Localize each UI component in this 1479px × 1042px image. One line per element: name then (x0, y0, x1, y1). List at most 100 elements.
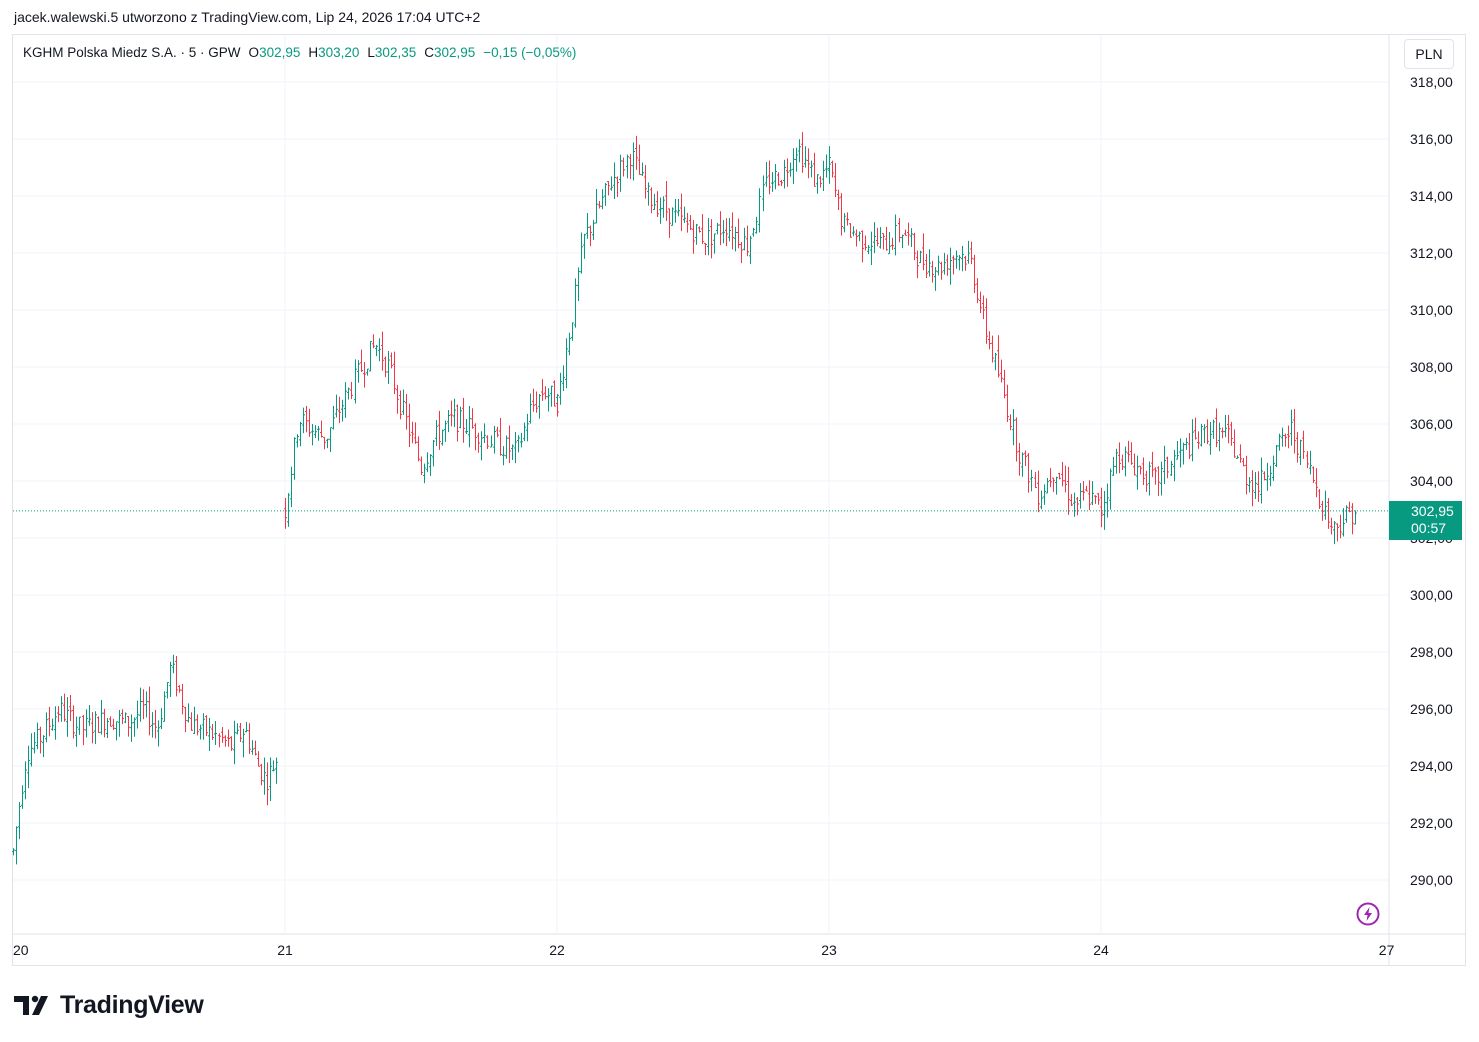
ohlc-bar (384, 356, 387, 378)
ohlc-bar (453, 398, 456, 428)
ohlc-bar (683, 206, 686, 224)
tradingview-logo-icon (14, 995, 48, 1015)
ohlc-bar (465, 418, 468, 434)
ohlc-bar (399, 390, 402, 420)
ohlc-bar (1263, 471, 1266, 481)
ohlc-bar (752, 227, 755, 237)
ohlc-bar (1163, 445, 1166, 485)
ohlc-bar (976, 278, 979, 304)
ohlc-bar (789, 162, 792, 177)
ohlc-bar (169, 661, 172, 697)
ohlc-bar (30, 733, 33, 767)
ohlc-bar (931, 260, 934, 283)
ohlc-bar (202, 713, 205, 740)
ohlc-bar (622, 157, 625, 177)
ohlc-bar (873, 222, 876, 254)
ohlc-bar (801, 132, 804, 173)
ohlc-bar (157, 720, 160, 747)
ohlc-bar (12, 848, 15, 856)
ohlc-bar (1094, 495, 1097, 504)
ohlc-bar (1034, 472, 1037, 489)
ohlc-bar (178, 685, 181, 693)
lightning-bolt-icon[interactable] (1356, 902, 1380, 926)
ohlc-bar (187, 703, 190, 723)
ohlc-bar (66, 696, 69, 737)
ohlc-bar (248, 723, 251, 754)
ohlc-bar (867, 244, 870, 255)
ohlc-bar (1160, 461, 1163, 496)
ohlc-bar (396, 384, 399, 414)
symbol-name[interactable]: KGHM Polska Miedz S.A. · 5 · GPW (23, 45, 241, 60)
ohlc-bar (1179, 438, 1182, 468)
chart-frame[interactable] (12, 34, 1466, 966)
ohlc-bar (205, 715, 208, 737)
ohlc-bar (586, 212, 589, 239)
ohlc-bar (42, 735, 45, 758)
ohlc-bar (961, 245, 964, 272)
ohlc-bar (260, 763, 263, 786)
ohlc-bar (1043, 484, 1046, 505)
ohlc-bar (1088, 480, 1091, 511)
ohlc-bar (913, 232, 916, 261)
ohlc-bar (1037, 470, 1040, 513)
ohlc-bar (668, 208, 671, 238)
ohlc-bar (677, 198, 680, 217)
ohlc-bar (296, 434, 299, 448)
ohlc-bar (1049, 468, 1052, 488)
ohlc-bar (63, 693, 66, 722)
ohlc-bar (1166, 456, 1169, 479)
ohlc-bar (287, 493, 290, 527)
ohlc-bar (441, 429, 444, 446)
ohlc-bar (338, 396, 341, 424)
ohlc-bar (284, 497, 287, 529)
ohlc-bar (1269, 465, 1272, 487)
ohlc-bar (689, 214, 692, 230)
ohlc-bar (997, 335, 1000, 378)
ohlc-bar (486, 435, 489, 450)
ohlc-bar (1309, 450, 1312, 475)
ohlc-bar (1012, 409, 1015, 446)
ohlc-bar (638, 144, 641, 175)
ohlc-bar (459, 406, 462, 429)
ohlc-bar (115, 721, 118, 741)
ohlc-bar (474, 423, 477, 451)
ohlc-bar (1324, 490, 1327, 520)
ohlc-bar (257, 751, 260, 767)
ohlc-bar (523, 422, 526, 442)
ohlc-bar (230, 736, 233, 751)
ohlc-bar (731, 212, 734, 250)
ohlc-bar (1260, 457, 1263, 504)
ohlc-bar (982, 295, 985, 320)
ohlc-bar (535, 391, 538, 413)
ohlc-bar (1006, 384, 1009, 422)
ohlc-bar (665, 181, 668, 222)
ohlc-bar (1170, 460, 1173, 476)
ohlc-bar (985, 298, 988, 344)
ohlc-bar (151, 712, 154, 738)
ohlc-bar (1221, 427, 1224, 439)
y-axis[interactable]: 318,00 316,00 314,00 312,00 310,00 308,00 306,… (1410, 74, 1453, 888)
currency-button[interactable]: PLN (1404, 39, 1454, 69)
ohlc-bar (1239, 444, 1242, 463)
tradingview-logo[interactable]: TradingView (14, 990, 204, 1020)
ohlc-bar (323, 436, 326, 450)
ohlc-bar (774, 163, 777, 190)
ohlc-bar (172, 654, 175, 674)
ohlc-bar (822, 160, 825, 191)
ohlc-bar (771, 171, 774, 192)
x-axis[interactable]: 20 21 22 23 24 27 (13, 942, 1395, 958)
ohlc-bar (54, 706, 57, 740)
ohlc-bar (78, 716, 81, 735)
ohlc-bar (653, 193, 656, 210)
ohlc-bar (414, 422, 417, 444)
y-tick-label: 300,00 (1410, 587, 1453, 603)
ohlc-bar (175, 655, 178, 697)
ohlc-bar (272, 760, 275, 772)
ohlc-bar (1212, 419, 1215, 439)
x-tick-label: 21 (277, 942, 293, 958)
ohlc-bar (1206, 419, 1209, 445)
ohlc-bar (928, 249, 931, 277)
ohlc-bar (520, 432, 523, 448)
ohlc-bar (317, 425, 320, 441)
